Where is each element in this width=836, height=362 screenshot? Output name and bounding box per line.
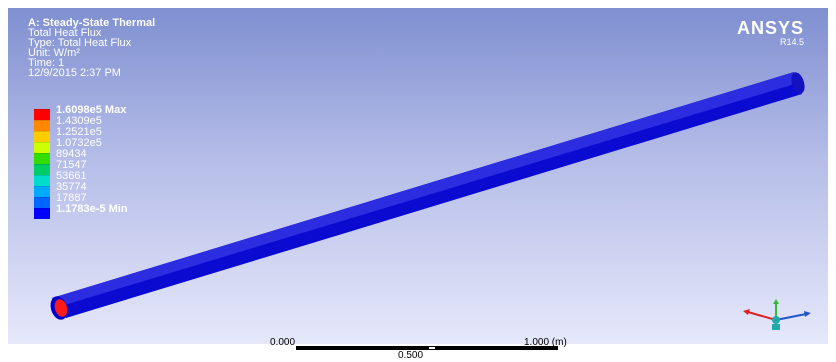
pipe-highlight xyxy=(52,72,798,307)
legend-value: 1.2521e5 xyxy=(56,126,102,138)
scale-label-end: 1.000 (m) xyxy=(524,337,567,348)
legend-band xyxy=(34,142,50,153)
legend-value: 17887 xyxy=(56,192,87,204)
analysis-title: A: Steady-State Thermal xyxy=(28,17,156,29)
legend-value: 1.0732e5 xyxy=(56,137,102,149)
legend-band xyxy=(34,208,50,219)
scale-segment xyxy=(296,346,428,350)
xyz-triad-icon[interactable] xyxy=(728,298,818,338)
result-name: Total Heat Flux xyxy=(28,27,102,39)
legend-band xyxy=(34,109,50,120)
scale-label-mid: 0.500 xyxy=(398,350,424,361)
legend-band xyxy=(34,175,50,186)
legend-value: 89434 xyxy=(56,148,87,160)
legend-value: 35774 xyxy=(56,181,87,193)
scale-label-start: 0.000 xyxy=(270,337,296,348)
result-info: A: Steady-State Thermal Total Heat Flux … xyxy=(28,17,156,79)
legend-band xyxy=(34,153,50,164)
legend-band xyxy=(34,164,50,175)
legend-value: 53661 xyxy=(56,170,87,182)
scale-bar: 0.000 1.000 (m) 0.500 xyxy=(260,337,590,362)
scale-segment xyxy=(428,346,436,350)
result-type: Type: Total Heat Flux xyxy=(28,37,132,49)
scale-segment xyxy=(436,346,558,350)
pipe-model[interactable] xyxy=(8,8,828,344)
result-time: Time: 1 xyxy=(28,57,65,69)
legend-band xyxy=(34,120,50,131)
ansys-logo: ANSYS R14.5 xyxy=(737,18,804,47)
pipe-near-end-face xyxy=(54,299,68,317)
legend-band xyxy=(34,131,50,142)
result-timestamp: 12/9/2015 2:37 PM xyxy=(28,67,121,79)
legend-band xyxy=(34,197,50,208)
legend-value: 1.4309e5 xyxy=(56,115,102,127)
result-unit: Unit: W/m² xyxy=(28,47,80,59)
graphics-viewport[interactable]: A: Steady-State Thermal Total Heat Flux … xyxy=(8,8,828,344)
pipe-far-end xyxy=(791,72,805,94)
legend-max-label: 1.6098e5 Max xyxy=(56,104,127,116)
legend-value: 71547 xyxy=(56,159,87,171)
legend-band xyxy=(34,186,50,197)
logo-name: ANSYS xyxy=(736,18,804,38)
logo-version: R14.5 xyxy=(779,37,804,47)
legend-min-label: 1.1783e-5 Min xyxy=(56,203,128,215)
